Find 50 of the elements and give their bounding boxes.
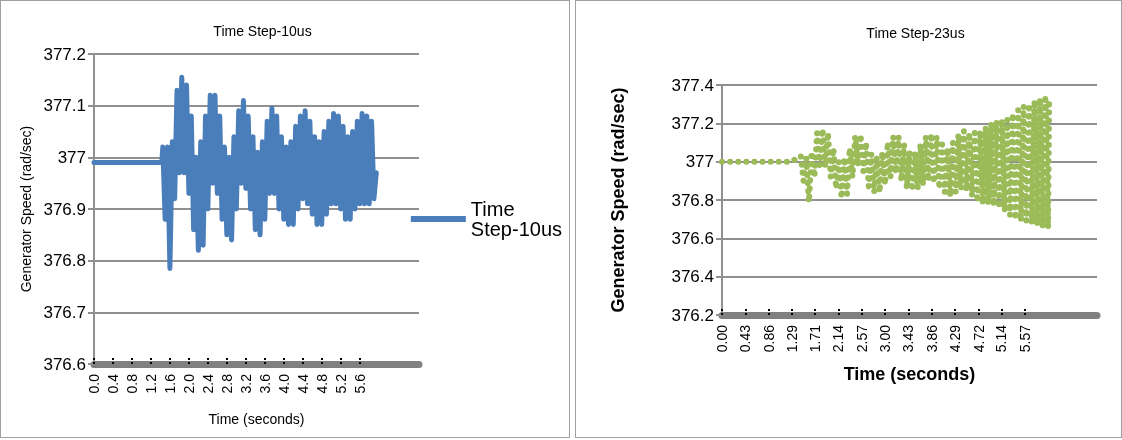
y-tick-label: 376.2 bbox=[671, 305, 714, 325]
x-tick-label: 4.8 bbox=[313, 373, 330, 394]
x-tick-label: 0.0 bbox=[86, 373, 102, 394]
x-tick-label: 0.43 bbox=[737, 324, 754, 353]
y-tick-label: 377.4 bbox=[671, 75, 714, 95]
x-tick-label: 5.2 bbox=[332, 373, 349, 394]
x-tick-label: 0.00 bbox=[714, 324, 730, 353]
y-tick-label: 377.1 bbox=[43, 96, 86, 116]
y-tick-label: 377.2 bbox=[671, 113, 714, 133]
y-axis-title: Generator Speed (rad/sec) bbox=[608, 87, 628, 313]
x-tick-label: 0.4 bbox=[104, 373, 121, 394]
x-tick-label: 2.57 bbox=[853, 324, 870, 353]
x-tick-label: 4.0 bbox=[275, 373, 292, 394]
x-tick-label: 2.4 bbox=[199, 373, 216, 394]
y-tick-label: 376.7 bbox=[43, 302, 86, 322]
y-tick-label: 377 bbox=[57, 147, 86, 167]
x-tick-label: 3.6 bbox=[256, 373, 273, 394]
x-tick-label: 0.86 bbox=[760, 324, 777, 353]
x-tick-label: 4.29 bbox=[947, 324, 964, 353]
y-tick-label: 377.2 bbox=[43, 44, 86, 64]
x-tick-label: 5.14 bbox=[993, 324, 1010, 353]
chart-title: Time Step-23us bbox=[866, 25, 965, 41]
x-tick-label: 2.0 bbox=[180, 373, 197, 394]
y-tick-label: 376.8 bbox=[671, 190, 714, 210]
legend-label: Time Step-10us bbox=[470, 198, 562, 240]
y-tick-label: 376.6 bbox=[43, 354, 86, 374]
x-tick-label: 5.57 bbox=[1016, 324, 1033, 353]
x-tick-label: 4.4 bbox=[294, 373, 311, 394]
x-tick-label: 3.86 bbox=[923, 324, 940, 353]
y-tick-label: 376.4 bbox=[671, 267, 714, 287]
x-tick-label: 3.2 bbox=[237, 373, 254, 394]
y-tick-label: 376.9 bbox=[43, 199, 86, 219]
x-tick-label: 1.71 bbox=[806, 324, 823, 353]
x-tick-label: 1.29 bbox=[784, 324, 801, 353]
x-tick-label: 4.72 bbox=[970, 324, 987, 353]
x-tick-label: 2.8 bbox=[218, 373, 235, 394]
x-axis-title: Time (seconds) bbox=[208, 411, 305, 427]
x-tick-label: 3.43 bbox=[900, 324, 917, 353]
x-axis-title: Time (seconds) bbox=[843, 364, 976, 384]
x-tick-label: 0.8 bbox=[123, 373, 140, 394]
x-tick-label: 2.14 bbox=[830, 324, 847, 353]
x-tick-label: 1.6 bbox=[161, 373, 178, 394]
y-tick-label: 377 bbox=[685, 152, 714, 172]
x-tick-label: 5.6 bbox=[351, 373, 368, 394]
y-tick-label: 376.6 bbox=[671, 228, 714, 248]
y-tick-label: 376.8 bbox=[43, 251, 86, 271]
x-tick-label: 3.00 bbox=[877, 324, 894, 353]
chart-title: Time Step-10us bbox=[213, 23, 312, 39]
x-tick-label: 1.2 bbox=[142, 373, 159, 394]
y-axis-title: Generator Speed (rad/sec) bbox=[17, 125, 34, 293]
